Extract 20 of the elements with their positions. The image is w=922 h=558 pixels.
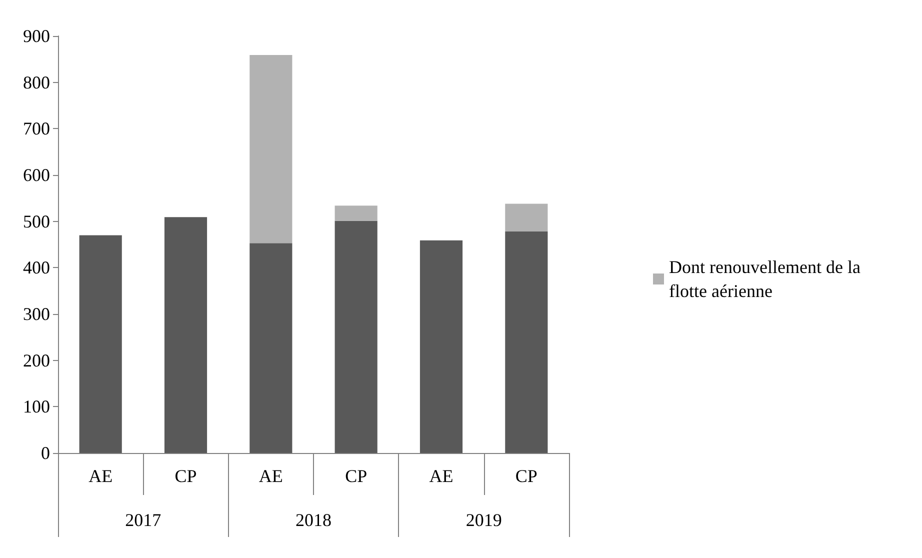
y-tick-label: 500 xyxy=(23,211,50,232)
x-tick-label: CP xyxy=(345,466,368,486)
y-tick-label: 900 xyxy=(23,26,50,46)
y-tick-label: 800 xyxy=(23,72,50,92)
y-tick-label: 300 xyxy=(23,304,50,324)
text: 2019 xyxy=(466,510,502,530)
x-tick-label: AE xyxy=(88,466,113,486)
x-tick-label: AE xyxy=(258,466,283,486)
y-tick-label: 0 xyxy=(41,443,50,463)
y-tick-label: 200 xyxy=(23,350,50,370)
x-tick-label: CP xyxy=(174,466,197,486)
text: 2017 xyxy=(125,510,162,530)
y-tick-label: 700 xyxy=(23,118,50,139)
y-tick-label: 400 xyxy=(23,258,50,278)
x-tick-label: AE xyxy=(429,466,454,486)
text: 2018 xyxy=(296,510,332,530)
legend-label: Dont renouvellement de la flotte aérienne xyxy=(669,257,865,301)
x-tick-label: CP xyxy=(515,466,538,486)
y-tick-label: 600 xyxy=(23,165,50,185)
y-tick-label: 100 xyxy=(23,396,50,417)
